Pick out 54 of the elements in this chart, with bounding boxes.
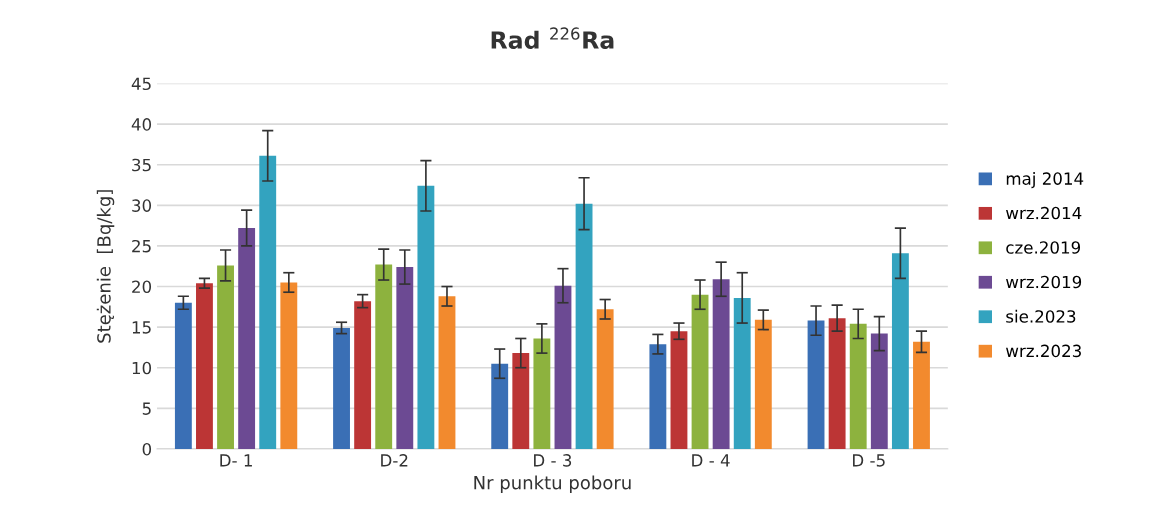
x-tick-label: D -5 [853,454,885,467]
chart-title: Rad $^{226}$Ra [491,27,614,49]
bar [438,296,456,449]
y-tick-label: 45 [131,77,151,91]
bar [491,363,509,449]
legend-label: sie.2023 [1006,309,1076,323]
y-axis-title: Stężenie [Bq/kg] [96,190,115,343]
bar [754,319,772,449]
y-tick-label: 25 [132,239,151,253]
bar [849,323,867,449]
bar [238,228,256,449]
bar [174,302,192,449]
bar [280,282,298,449]
bar [333,327,350,449]
y-tick-label: 20 [132,280,152,294]
bar [733,297,751,449]
bar [259,155,277,449]
y-tick-label: 30 [132,199,152,212]
y-tick-label: 40 [131,118,152,131]
bar [870,333,888,449]
x-tick-label: D-2 [381,454,408,467]
bar [554,285,572,449]
y-tick-label: 35 [132,158,151,172]
legend-label: wrz.2014 [1006,206,1082,220]
x-tick-label: D - 3 [534,454,572,467]
bar [375,264,393,449]
bar [396,267,414,449]
x-axis-title: Nr punktu poboru [474,475,631,493]
x-tick-label: D - 4 [692,454,730,467]
y-tick-label: 5 [142,402,151,415]
bar [217,265,234,449]
y-tick-label: 0 [142,442,152,456]
bar [512,353,530,449]
legend-label: maj 2014 [1006,172,1084,189]
legend-label: wrz.2019 [1006,275,1082,289]
y-tick-label: 10 [132,361,152,375]
bar [575,203,593,449]
bar [807,320,825,449]
x-tick-label: D- 1 [220,454,252,467]
bar [649,344,667,449]
bar [417,185,435,449]
bar [891,253,909,449]
bar [691,294,709,449]
bar [712,279,730,449]
bar [828,318,846,449]
legend-label: wrz.2023 [1006,344,1081,358]
y-tick-label: 15 [132,321,151,334]
bar [196,283,213,449]
bar [670,331,688,449]
legend-label: cze.2019 [1006,241,1081,254]
bar [354,301,372,449]
bar [596,309,614,449]
bar [533,338,551,449]
bar [913,341,930,449]
